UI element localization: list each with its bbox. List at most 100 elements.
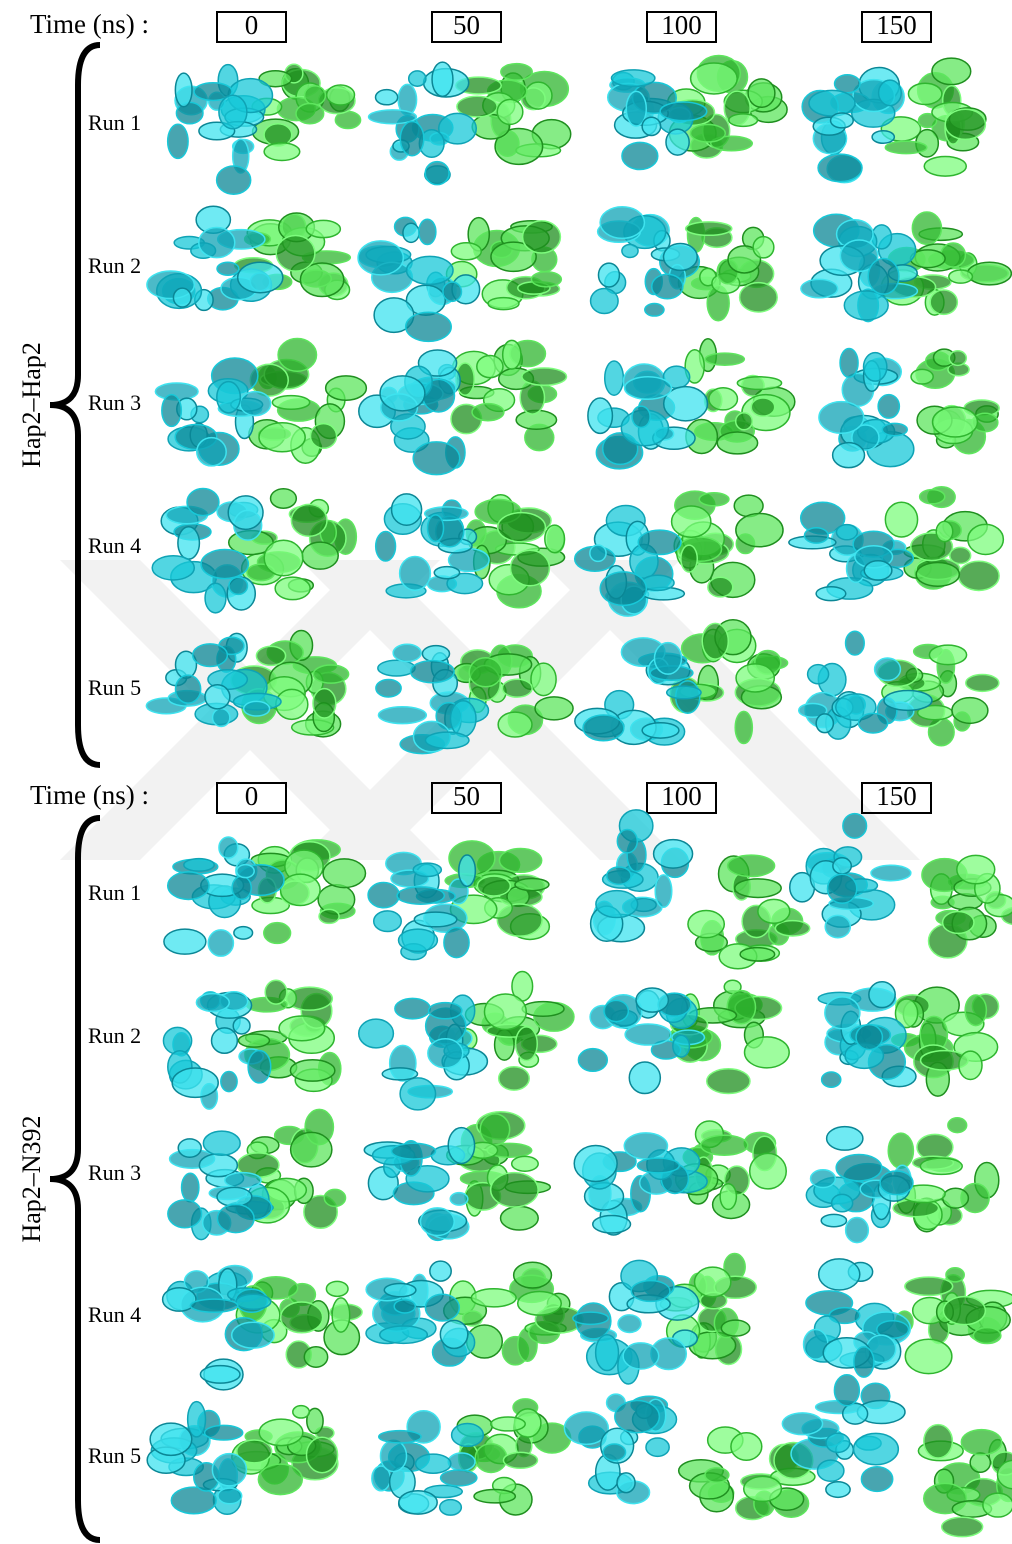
structure-blob bbox=[306, 220, 340, 237]
structure-blob bbox=[642, 723, 679, 738]
structure-image bbox=[591, 207, 778, 321]
structure-blob bbox=[818, 154, 862, 181]
structure-blob bbox=[150, 1423, 192, 1455]
structure-blob bbox=[429, 1003, 462, 1019]
structure-blob bbox=[957, 855, 995, 883]
structure-blob bbox=[302, 542, 338, 569]
structure-blob bbox=[203, 1131, 240, 1155]
structure-blob bbox=[654, 840, 693, 869]
structure-image bbox=[359, 340, 567, 474]
structure-blob bbox=[707, 1069, 750, 1094]
structure-blob bbox=[604, 1000, 628, 1021]
structure-blob bbox=[178, 1139, 201, 1157]
structure-blob bbox=[378, 660, 415, 676]
structure-image bbox=[819, 348, 999, 467]
structure-blob bbox=[968, 262, 1012, 285]
structure-blob bbox=[843, 1403, 868, 1424]
structure-blob bbox=[368, 882, 399, 907]
structure-blob bbox=[382, 1068, 417, 1080]
structure-blob bbox=[655, 875, 672, 907]
structure-blob bbox=[376, 679, 401, 697]
structure-blob bbox=[708, 577, 733, 597]
structure-blob bbox=[959, 1051, 982, 1079]
structure-blob bbox=[875, 658, 901, 680]
structure-blob bbox=[868, 259, 899, 295]
structure-blob bbox=[871, 865, 911, 880]
structure-blob bbox=[394, 1300, 415, 1313]
structure-blob bbox=[428, 1039, 463, 1068]
structure-blob bbox=[826, 1433, 850, 1452]
structure-blob bbox=[821, 1214, 846, 1226]
structure-blob bbox=[625, 377, 672, 400]
structure-blob bbox=[219, 95, 247, 128]
structure-image bbox=[376, 494, 565, 608]
structure-blob bbox=[475, 1444, 507, 1473]
structure-blob bbox=[450, 1193, 468, 1205]
structure-blob bbox=[819, 402, 864, 434]
structure-blob bbox=[652, 274, 683, 299]
structure-blob bbox=[666, 129, 689, 155]
time-value: 100 bbox=[661, 781, 702, 811]
structure-blob bbox=[590, 545, 606, 561]
structure-blob bbox=[196, 994, 229, 1012]
structure-blob bbox=[912, 212, 941, 244]
structure-blob bbox=[258, 1464, 302, 1494]
run-label: Run 4 bbox=[88, 1302, 141, 1327]
structure-blob bbox=[259, 423, 305, 452]
structure-blob bbox=[413, 863, 441, 876]
structure-image bbox=[799, 631, 999, 745]
structure-blob bbox=[782, 1413, 822, 1435]
structure-blob bbox=[378, 707, 426, 724]
structure-blob bbox=[236, 1294, 271, 1309]
structure-blob bbox=[578, 1049, 607, 1072]
structure-blob bbox=[854, 1347, 874, 1377]
structure-blob bbox=[326, 376, 367, 400]
structure-blob bbox=[728, 855, 775, 876]
structure-blob bbox=[811, 1170, 836, 1188]
group-label: Hap2–Hap2 bbox=[17, 342, 46, 468]
structure-blob bbox=[735, 879, 781, 898]
structure-blob bbox=[305, 86, 326, 105]
structure-blob bbox=[959, 561, 1000, 590]
structure-blob bbox=[514, 1262, 552, 1288]
structure-blob bbox=[380, 1326, 428, 1343]
structure-blob bbox=[523, 221, 561, 253]
structure-blob bbox=[753, 237, 774, 258]
structure-blob bbox=[816, 714, 833, 733]
structure-blob bbox=[825, 915, 850, 937]
run-label: Run 2 bbox=[88, 253, 141, 278]
structure-blob bbox=[376, 532, 396, 562]
structure-blob bbox=[393, 644, 421, 661]
structure-image bbox=[152, 489, 356, 613]
structure-blob bbox=[748, 79, 775, 107]
structure-blob bbox=[911, 369, 933, 384]
structure-blob bbox=[248, 1050, 271, 1082]
structure-blob bbox=[395, 998, 430, 1019]
structure-blob bbox=[973, 1328, 1000, 1344]
structure-blob bbox=[440, 1500, 462, 1516]
structure-blob bbox=[428, 515, 444, 542]
structure-blob bbox=[411, 661, 455, 683]
structure-blob bbox=[660, 102, 707, 121]
structure-image bbox=[168, 1109, 346, 1239]
structure-image bbox=[366, 1261, 583, 1366]
structure-blob bbox=[190, 1299, 237, 1312]
structure-blob bbox=[205, 583, 226, 613]
structure-blob bbox=[720, 1184, 736, 1210]
watermark bbox=[60, 560, 920, 860]
structure-blob bbox=[276, 236, 315, 272]
structure-blob bbox=[319, 909, 339, 923]
structure-blob bbox=[217, 382, 241, 413]
structure-blob bbox=[199, 228, 235, 258]
structure-blob bbox=[205, 1425, 243, 1440]
structure-blob bbox=[929, 645, 966, 664]
structure-blob bbox=[816, 587, 846, 601]
structure-blob bbox=[545, 525, 565, 552]
structure-blob bbox=[205, 685, 230, 709]
structure-blob bbox=[407, 256, 453, 284]
structure-blob bbox=[885, 502, 917, 537]
structure-blob bbox=[444, 928, 469, 958]
structure-blob bbox=[859, 713, 888, 733]
structure-blob bbox=[819, 1259, 860, 1290]
structure-blob bbox=[484, 994, 526, 1029]
